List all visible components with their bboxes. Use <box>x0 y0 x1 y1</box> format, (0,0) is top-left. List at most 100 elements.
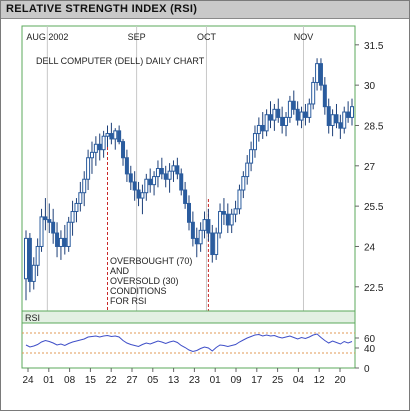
candlestick <box>39 208 44 252</box>
price-tick-label: 24 <box>364 242 376 253</box>
candlestick <box>260 112 265 139</box>
price-tick-label: 30 <box>364 81 376 92</box>
date-tick-label: 08 <box>64 375 76 386</box>
candle-body <box>93 143 98 153</box>
candle-body <box>295 108 300 121</box>
rsi-line <box>25 333 353 353</box>
candlestick <box>136 181 141 207</box>
candlestick <box>218 203 223 239</box>
candle-body <box>58 237 63 247</box>
candle-body <box>144 178 149 194</box>
candlestick <box>27 233 32 293</box>
candle-body <box>221 211 226 215</box>
candle-body <box>326 106 331 126</box>
candle-body <box>55 232 60 247</box>
date-tick-label: 12 <box>314 375 326 386</box>
date-tick-label: 01 <box>43 375 55 386</box>
candle-body <box>35 245 40 266</box>
date-tick-label: 20 <box>334 375 346 386</box>
candlestick <box>132 171 137 201</box>
candlestick <box>128 165 133 191</box>
candle-body <box>155 168 160 178</box>
candlestick <box>31 257 36 290</box>
price-chart-title: DELL COMPUTER (DELL) DAILY CHART <box>36 56 205 66</box>
candlestick <box>342 106 347 134</box>
candlestick <box>206 208 211 242</box>
candlestick <box>140 184 145 215</box>
candlestick <box>315 58 320 91</box>
candlestick <box>284 112 289 137</box>
candlestick <box>101 130 106 158</box>
date-tick-label: 04 <box>293 375 305 386</box>
rsi-header-band <box>21 310 356 324</box>
figure-title: RELATIVE STRENGTH INDEX (RSI) <box>6 3 198 15</box>
month-label: SEP <box>128 32 146 42</box>
candle-body <box>167 170 172 180</box>
candlestick <box>214 227 219 260</box>
candle-body <box>280 116 285 126</box>
candlestick <box>241 171 246 199</box>
candle-body <box>109 133 114 140</box>
date-tick-label: 17 <box>251 375 263 386</box>
rsi-panel-border <box>21 322 356 369</box>
annotation-line: CONDITIONS <box>110 286 167 296</box>
price-candles <box>24 58 354 301</box>
candlestick <box>155 160 160 188</box>
rsi-panel-label: RSI <box>25 313 40 323</box>
month-label: NOV <box>294 32 314 42</box>
candlestick <box>24 230 28 301</box>
rsi-tick-label: 0 <box>364 364 370 375</box>
date-tick-label: 24 <box>22 375 34 386</box>
candle-body <box>124 157 129 175</box>
candlestick <box>202 211 207 239</box>
candlestick <box>159 157 164 180</box>
candlestick <box>89 141 94 174</box>
candlestick <box>322 77 327 115</box>
candle-body <box>159 168 164 175</box>
candle-body <box>307 103 312 118</box>
candle-body <box>27 237 32 282</box>
candle-body <box>249 149 254 164</box>
candlestick <box>350 98 354 126</box>
candle-body <box>152 176 157 186</box>
candlestick <box>311 77 316 110</box>
candlestick <box>167 163 172 193</box>
rsi-line-group <box>25 333 353 353</box>
candlestick <box>291 90 296 115</box>
annotation-line: OVERSOLD (30) <box>110 276 179 286</box>
candle-body <box>237 189 242 210</box>
candle-body <box>66 221 71 247</box>
candle-body <box>194 237 199 245</box>
candlestick <box>280 106 285 134</box>
candle-body <box>101 135 106 151</box>
candle-body <box>78 192 83 204</box>
rsi-tick-label: 60 <box>364 334 376 345</box>
candle-body <box>315 63 320 83</box>
candle-body <box>272 108 277 121</box>
candlestick <box>272 103 277 131</box>
candle-body <box>256 124 261 135</box>
candlestick <box>35 238 40 277</box>
candlestick <box>303 103 308 126</box>
candlestick <box>78 181 83 212</box>
candlestick <box>334 103 339 129</box>
candle-body <box>276 108 281 118</box>
candle-body <box>245 162 250 178</box>
candle-body <box>62 237 67 247</box>
candlestick <box>229 208 234 234</box>
candlestick <box>210 224 215 263</box>
candle-body <box>311 81 316 105</box>
candle-body <box>39 216 44 247</box>
candlestick <box>109 122 114 145</box>
candlestick <box>82 171 87 207</box>
rsi-reference-lines <box>22 332 355 354</box>
candle-body <box>31 264 36 282</box>
candle-body <box>187 202 191 223</box>
candlestick <box>66 216 71 252</box>
candlestick <box>148 168 153 193</box>
candle-body <box>350 106 354 118</box>
price-tick-label: 31.5 <box>364 41 384 52</box>
candlestick <box>70 200 75 236</box>
candle-body <box>284 116 289 126</box>
